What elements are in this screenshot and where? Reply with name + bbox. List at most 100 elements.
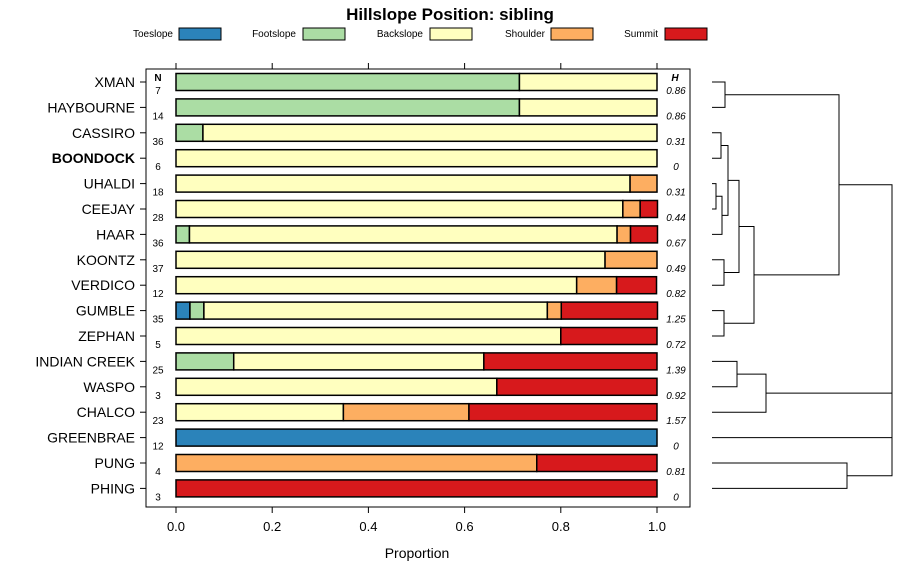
n-value-greenbrae: 12 bbox=[152, 442, 164, 453]
row-label-ceejay: CEEJAY bbox=[82, 201, 136, 217]
h-value-greenbrae: 0 bbox=[673, 442, 679, 453]
n-value-xman: 7 bbox=[155, 86, 161, 97]
h-value-verdico: 0.82 bbox=[666, 289, 686, 300]
row-label-phing: PHING bbox=[91, 480, 135, 496]
bar-segment-haybourne-backslope bbox=[518, 98, 658, 117]
n-header: N bbox=[154, 73, 161, 84]
dendrogram-branch bbox=[712, 81, 726, 108]
bar-segment-chalco-backslope bbox=[175, 402, 345, 422]
bar-segment-chalco-summit bbox=[468, 402, 658, 422]
h-header: H bbox=[671, 73, 679, 84]
x-tick-label: 0.4 bbox=[359, 519, 377, 534]
x-tick-label: 0.0 bbox=[167, 519, 185, 534]
n-value-waspo: 3 bbox=[155, 391, 161, 402]
bar-segment-indian-creek-summit bbox=[483, 352, 658, 371]
bar-segment-uhaldi-backslope bbox=[175, 174, 631, 193]
dendrogram-branch bbox=[712, 462, 848, 489]
n-value-indian-creek: 25 bbox=[152, 365, 164, 376]
h-value-phing: 0 bbox=[673, 492, 679, 503]
bar-segment-zephan-backslope bbox=[175, 326, 562, 346]
h-value-boondock: 0 bbox=[673, 162, 679, 173]
bar-segment-verdico-backslope bbox=[175, 275, 578, 295]
row-label-haar: HAAR bbox=[96, 226, 135, 242]
bar-segment-uhaldi-shoulder bbox=[629, 174, 658, 193]
bar-segment-koontz-shoulder bbox=[604, 250, 658, 270]
n-value-zephan: 5 bbox=[155, 340, 161, 351]
h-value-uhaldi: 0.31 bbox=[666, 188, 685, 199]
dendrogram-branch bbox=[724, 179, 740, 273]
h-value-gumble: 1.25 bbox=[666, 315, 686, 326]
h-value-haybourne: 0.86 bbox=[666, 111, 686, 122]
bar-segment-indian-creek-backslope bbox=[232, 352, 485, 371]
row-label-cassiro: CASSIRO bbox=[72, 125, 135, 141]
row-label-greenbrae: GREENBRAE bbox=[47, 430, 135, 446]
h-value-waspo: 0.92 bbox=[666, 391, 686, 402]
row-label-koontz: KOONTZ bbox=[77, 252, 136, 268]
x-tick-label: 0.2 bbox=[263, 519, 281, 534]
row-label-gumble: GUMBLE bbox=[76, 303, 135, 319]
legend-label-footslope: Footslope bbox=[252, 29, 296, 40]
bar-segment-cassiro-footslope bbox=[175, 123, 204, 143]
dendrogram-branch bbox=[712, 360, 738, 388]
h-value-pung: 0.81 bbox=[666, 467, 685, 478]
dendrogram bbox=[712, 81, 893, 489]
bar-segment-zephan-summit bbox=[560, 326, 658, 346]
h-value-haar: 0.67 bbox=[666, 238, 686, 249]
n-value-haybourne: 14 bbox=[152, 111, 164, 122]
row-label-zephan: ZEPHAN bbox=[78, 328, 135, 344]
bar-segment-gumble-summit bbox=[560, 301, 659, 320]
n-value-phing: 3 bbox=[155, 492, 161, 503]
x-tick-label: 0.8 bbox=[552, 519, 570, 534]
dendrogram-branch bbox=[725, 94, 840, 276]
row-label-uhaldi: UHALDI bbox=[84, 176, 135, 192]
n-value-cassiro: 36 bbox=[152, 137, 164, 148]
row-label-boondock: BOONDOCK bbox=[52, 150, 135, 166]
row-label-waspo: WASPO bbox=[83, 379, 135, 395]
h-value-koontz: 0.49 bbox=[666, 264, 686, 275]
dendrogram-branch bbox=[712, 373, 767, 413]
row-label-verdico: VERDICO bbox=[71, 277, 135, 293]
bar-segment-haar-shoulder bbox=[616, 225, 632, 244]
row-label-xman: XMAN bbox=[95, 74, 135, 90]
legend-label-summit: Summit bbox=[624, 29, 658, 40]
bar-segment-cassiro-backslope bbox=[202, 123, 658, 143]
legend: Toeslope Footslope Backslope Shoulder Summit bbox=[133, 27, 708, 41]
n-value-pung: 4 bbox=[155, 467, 161, 478]
row-label-pung: PUNG bbox=[95, 455, 135, 471]
bar-segment-haar-footslope bbox=[175, 225, 191, 244]
bar-segment-koontz-backslope bbox=[175, 250, 606, 270]
n-value-boondock: 6 bbox=[155, 162, 161, 173]
row-label-chalco: CHALCO bbox=[77, 404, 135, 420]
bar-segment-ceejay-shoulder bbox=[622, 199, 641, 219]
legend-label-shoulder: Shoulder bbox=[505, 29, 546, 40]
legend-swatch-backslope bbox=[429, 27, 473, 41]
bar-segment-pung-shoulder bbox=[175, 453, 538, 473]
h-value-indian-creek: 1.39 bbox=[666, 365, 686, 376]
h-value-zephan: 0.72 bbox=[666, 340, 686, 351]
bar-segment-indian-creek-footslope bbox=[175, 352, 235, 371]
h-value-xman: 0.86 bbox=[666, 86, 686, 97]
legend-swatch-summit bbox=[664, 27, 708, 41]
bar-segment-gumble-backslope bbox=[203, 301, 549, 320]
bar-segment-xman-backslope bbox=[518, 72, 658, 92]
chart-title: Hillslope Position: sibling bbox=[346, 5, 554, 24]
row-label-indian-creek: INDIAN CREEK bbox=[35, 353, 135, 369]
h-value-cassiro: 0.31 bbox=[666, 137, 685, 148]
bar-segment-boondock-backslope bbox=[175, 148, 658, 168]
bar-segment-haar-summit bbox=[629, 225, 659, 244]
legend-swatch-footslope bbox=[302, 27, 346, 41]
row-label-haybourne: HAYBOURNE bbox=[47, 99, 135, 115]
legend-swatch-shoulder bbox=[550, 27, 594, 41]
h-value-chalco: 1.57 bbox=[666, 416, 686, 427]
n-value-haar: 36 bbox=[152, 238, 164, 249]
bar-segment-gumble-footslope bbox=[189, 301, 205, 320]
x-tick-label: 0.6 bbox=[456, 519, 474, 534]
n-value-gumble: 35 bbox=[152, 315, 164, 326]
bar-segment-ceejay-backslope bbox=[175, 199, 624, 219]
n-value-chalco: 23 bbox=[152, 416, 164, 427]
legend-swatch-toeslope bbox=[178, 27, 222, 41]
n-value-verdico: 12 bbox=[152, 289, 164, 300]
bar-segment-greenbrae-toeslope bbox=[175, 428, 658, 447]
n-value-uhaldi: 18 bbox=[152, 188, 164, 199]
n-value-ceejay: 28 bbox=[152, 213, 164, 224]
